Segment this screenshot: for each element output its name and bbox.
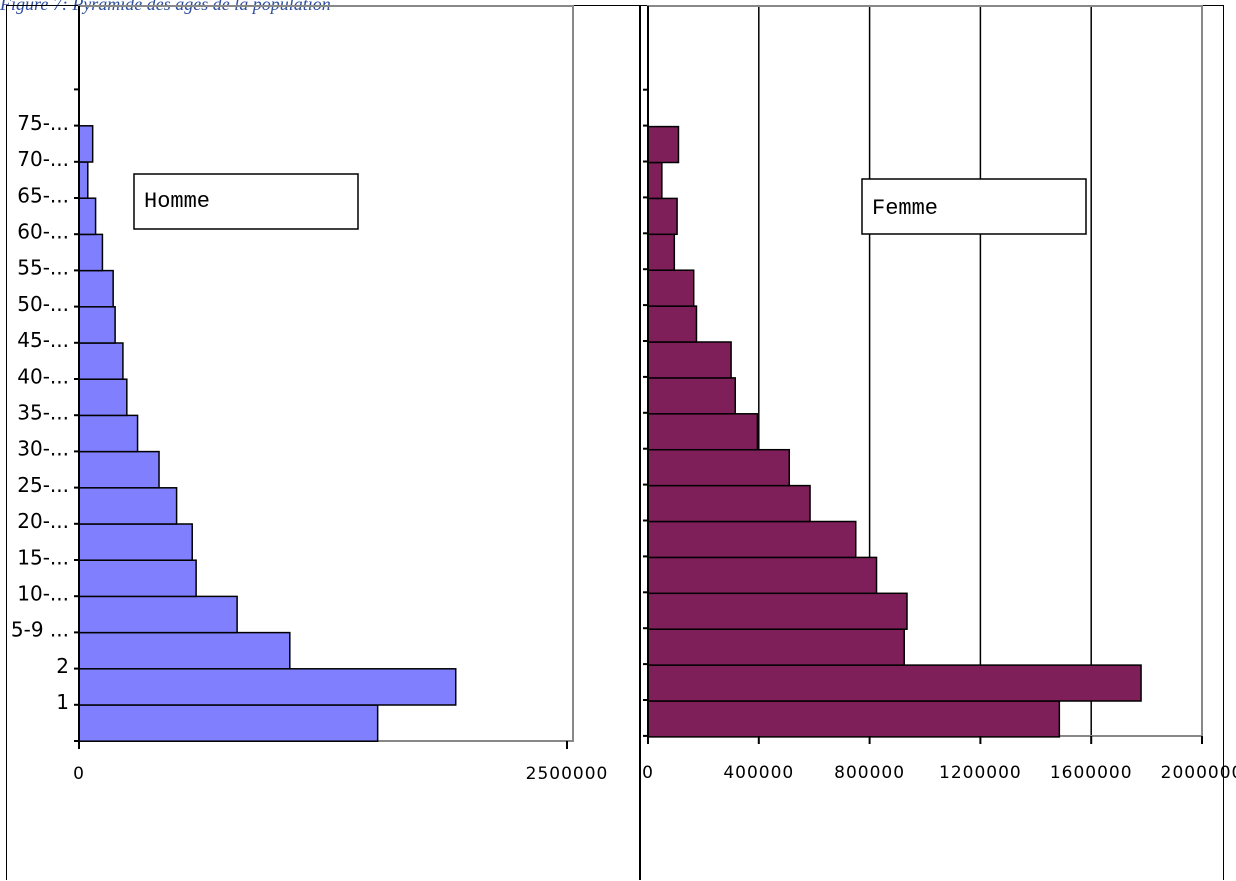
x-tick-label-femme-0: 0 — [642, 763, 654, 783]
bar-homme-5 — [78, 523, 193, 561]
bar-femme-4 — [647, 556, 878, 595]
bar-homme-8 — [78, 414, 139, 453]
x-tick-label-femme-1: 400000 — [723, 763, 794, 783]
bar-femme-11 — [647, 305, 698, 343]
x-tick-label-femme-2: 800000 — [834, 763, 905, 783]
y-tick-label-homme-11: 50-... — [17, 292, 69, 316]
y-tick-label-homme-3: 10-... — [17, 582, 69, 606]
legend-homme: Homme — [144, 189, 210, 214]
legend-box-homme — [133, 173, 359, 230]
chart-panel-femme: 0 400000 800000 1200000 1600000 2000000 Femme — [640, 5, 1236, 880]
y-tick-label-homme-9: 40-... — [17, 364, 69, 388]
bar-homme-15 — [78, 161, 89, 199]
bar-homme-7 — [78, 450, 160, 489]
chart-homme: 1 2 5-9 ... 10-... 15-... 20-... 25-... 30-... 3… — [11, 5, 609, 784]
y-tick-label-homme-5: 20-... — [17, 509, 69, 533]
y-tick-label-homme-14: 65-... — [17, 183, 69, 207]
y-tick-label-homme-15: 70-... — [17, 147, 69, 171]
bar-homme-0 — [78, 704, 379, 742]
chart-panel-homme: 1 2 5-9 ... 10-... 15-... 20-... 25-... 30-... 3… — [6, 5, 640, 880]
y-tick-label-homme-6: 25-... — [17, 473, 69, 497]
bar-homme-16 — [78, 125, 94, 163]
bar-homme-10 — [78, 342, 124, 380]
bar-femme-12 — [647, 269, 695, 307]
legend-box-femme — [861, 178, 1087, 235]
y-tick-label-homme-12: 55-... — [17, 256, 69, 280]
y-tick-label-homme-13: 60-... — [17, 220, 69, 244]
bar-femme-8 — [647, 413, 759, 451]
x-tick-label-homme-0: 0 — [73, 764, 85, 784]
bar-homme-13 — [78, 233, 104, 272]
bar-femme-16 — [647, 125, 680, 164]
y-tick-label-homme-16: 75-... — [17, 111, 69, 135]
bar-homme-6 — [78, 487, 178, 525]
bar-femme-13 — [647, 233, 676, 271]
y-tick-label-homme-4: 15-... — [17, 545, 69, 569]
bar-homme-2 — [78, 631, 291, 670]
bar-femme-9 — [647, 377, 737, 415]
bar-femme-2 — [647, 628, 905, 666]
bar-femme-7 — [647, 448, 791, 487]
bar-femme-3 — [647, 592, 908, 630]
x-tick-label-femme-5: 2000000 — [1161, 763, 1236, 783]
y-tick-label-homme-2: 5-9 ... — [11, 618, 69, 642]
bar-femme-5 — [647, 520, 857, 559]
y-tick-label-homme-7: 30-... — [17, 437, 69, 461]
bar-femme-0 — [647, 700, 1061, 738]
bar-femme-6 — [647, 484, 811, 523]
x-tick-label-femme-4: 1600000 — [1050, 763, 1133, 783]
chart-femme: 0 400000 800000 1200000 1600000 2000000 Femme — [642, 5, 1236, 783]
bar-femme-14 — [647, 197, 678, 236]
y-tick-label-homme-10: 45-... — [17, 328, 69, 352]
bar-femme-1 — [647, 664, 1142, 702]
legend-femme: Femme — [872, 196, 938, 221]
bar-femme-10 — [647, 341, 732, 379]
x-tick-label-homme-1: 2500000 — [526, 764, 609, 784]
x-tick-label-femme-3: 1200000 — [939, 763, 1022, 783]
bar-femme-15 — [647, 161, 663, 200]
bar-homme-9 — [78, 378, 128, 417]
bar-homme-11 — [78, 306, 116, 344]
y-tick-label-homme-8: 35-... — [17, 401, 69, 425]
bar-homme-3 — [78, 595, 238, 634]
bar-homme-4 — [78, 559, 197, 598]
bar-homme-1 — [78, 668, 457, 706]
bar-homme-12 — [78, 269, 114, 308]
y-tick-label-homme-0: 1 — [56, 690, 69, 714]
y-tick-label-homme-1: 2 — [56, 654, 69, 678]
bar-homme-14 — [78, 197, 97, 236]
